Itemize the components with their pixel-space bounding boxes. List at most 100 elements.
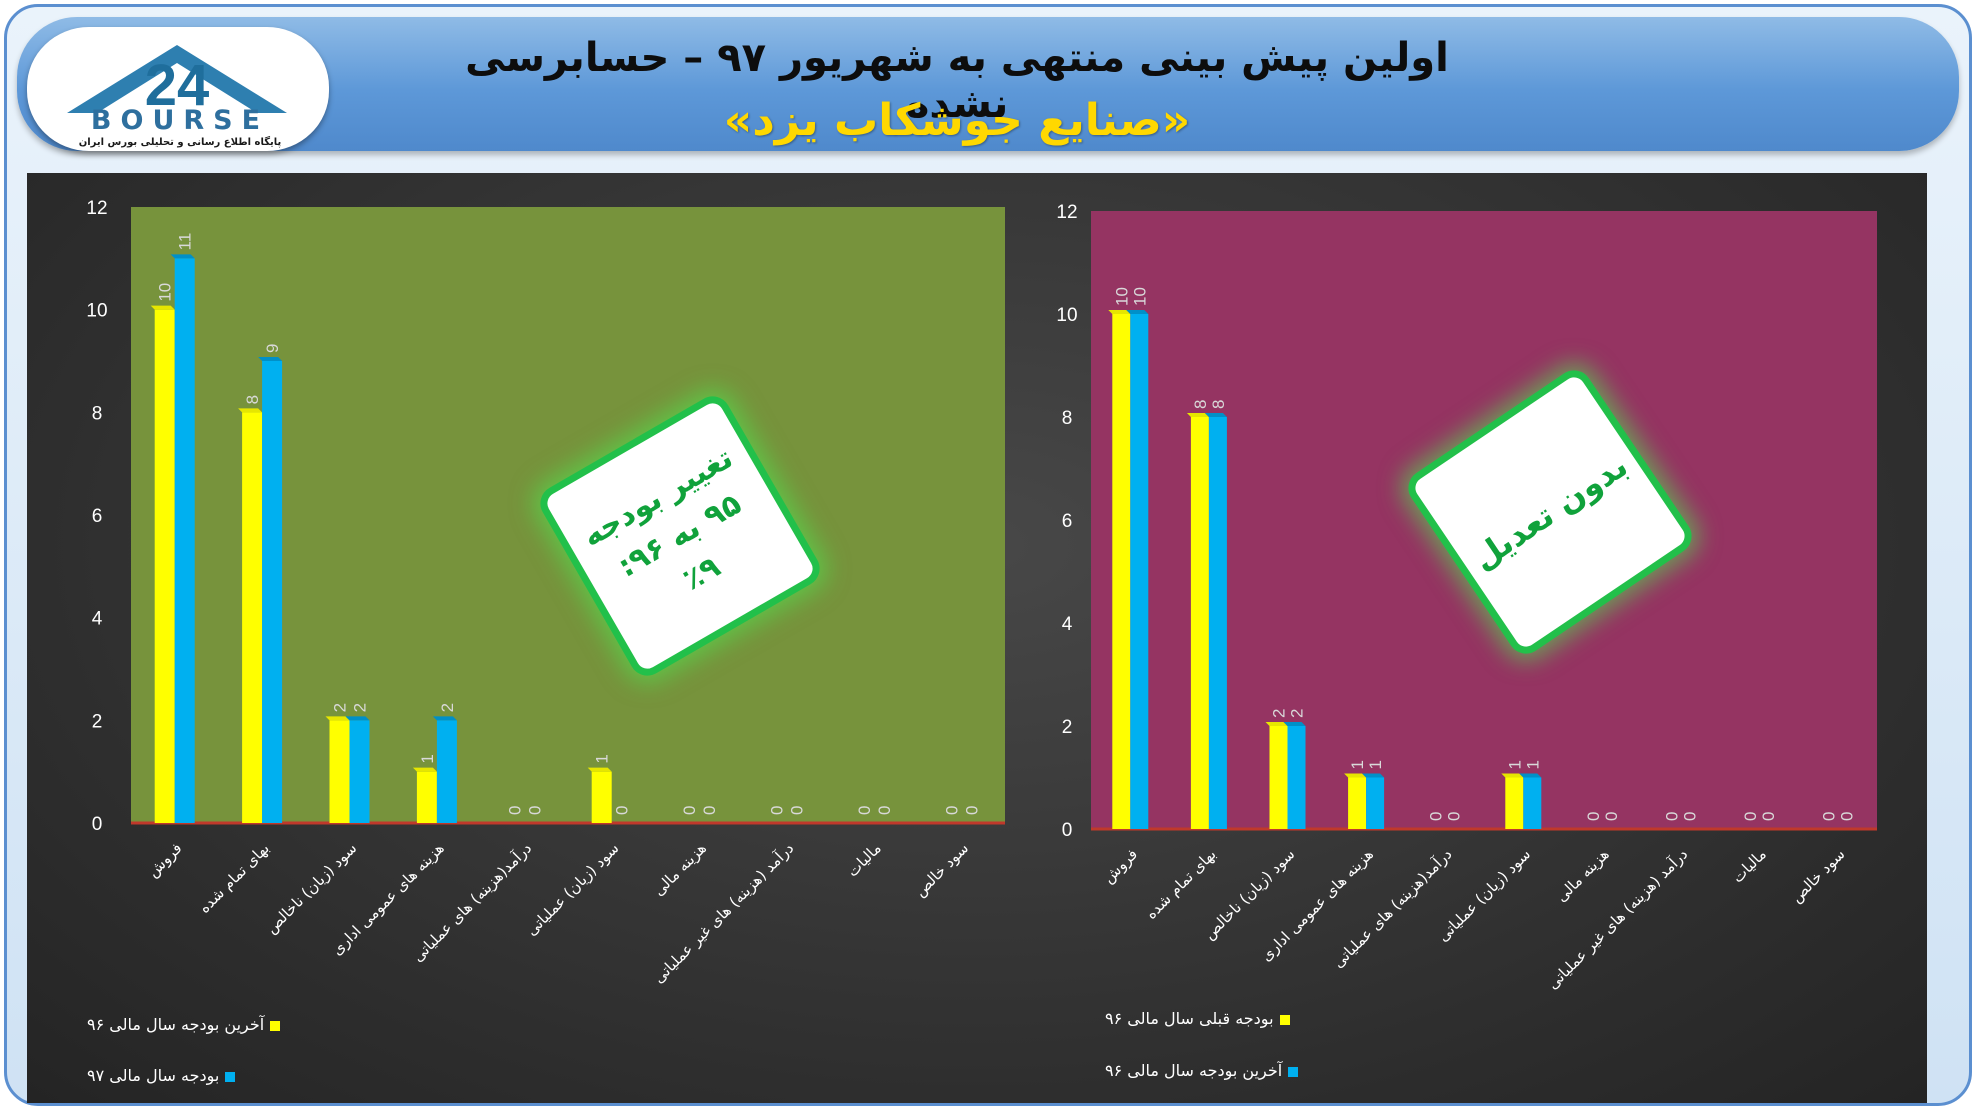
data-label: 10: [1130, 287, 1149, 306]
y-tick-label: 2: [1062, 717, 1073, 738]
legend-left-2: بودجه سال مالی ۹۷: [87, 1066, 236, 1085]
data-label: 0: [1427, 812, 1446, 821]
category-label: مالیات: [1729, 845, 1770, 886]
logo-wordmark: BOURSE: [90, 105, 270, 136]
data-label: 0: [1820, 812, 1839, 821]
bar: [1190, 417, 1209, 829]
data-label: 2: [1270, 709, 1289, 718]
bar-top: [1362, 773, 1385, 778]
company-title: «صنایع جوشکاب یزد»: [723, 95, 1191, 146]
data-label: 9: [263, 344, 282, 353]
legend-label: بودجه سال مالی ۹۷: [87, 1066, 220, 1085]
data-label: 0: [700, 806, 719, 815]
category-label: درآمد (هزینه) های غیر عملیاتی: [1544, 845, 1692, 993]
bar: [1366, 777, 1385, 829]
bar-top: [258, 357, 283, 361]
charts-panel: 0 2 4 6 8 10 12 10 11 فروش 8 9 بهای تمام شده 2 2 سود (ز…: [27, 173, 1927, 1103]
bar: [591, 771, 612, 823]
bar-top: [1344, 773, 1367, 778]
data-label: 0: [1681, 812, 1700, 821]
bar-top: [432, 716, 457, 721]
data-label: 0: [525, 806, 544, 815]
bar-top: [325, 716, 350, 721]
data-label: 0: [1602, 812, 1621, 821]
legend-swatch-yellow: [270, 1020, 281, 1031]
y-tick-label: 12: [1056, 202, 1077, 223]
bar-top: [1283, 722, 1306, 726]
data-label: 0: [613, 806, 632, 815]
y-tick-label: 10: [1056, 305, 1077, 326]
bar-top: [412, 767, 437, 772]
data-label: 0: [942, 806, 961, 815]
legend-left-1: آخرین بودجه سال مالی ۹۶: [87, 1015, 281, 1034]
category-label: مالیات: [843, 839, 884, 880]
y-tick-label: 12: [86, 198, 107, 219]
y-tick-label: 6: [1062, 511, 1073, 532]
bar: [242, 412, 263, 823]
data-label: 10: [1112, 287, 1131, 306]
bar-top: [1108, 310, 1131, 314]
legend-label: بودجه قبلی سال مالی ۹۶: [1105, 1009, 1274, 1028]
data-label: 0: [505, 806, 524, 815]
bar-top: [1126, 310, 1149, 314]
legend-label: آخرین بودجه سال مالی ۹۶: [1105, 1061, 1283, 1080]
y-tick-label: 4: [92, 609, 103, 630]
category-label: سود (زیان) عملیاتی: [522, 839, 622, 939]
logo-mark-icon: 24: [67, 45, 287, 118]
bar-top: [1519, 773, 1542, 778]
bar: [1130, 314, 1149, 829]
data-label: 10: [156, 283, 175, 302]
bar: [1112, 314, 1131, 829]
slide-frame: اولین پیش بینی منتهی به شهریور ۹۷ – حساب…: [4, 4, 1972, 1106]
data-label: 0: [768, 806, 787, 815]
data-label: 0: [1838, 812, 1857, 821]
data-label: 2: [1288, 709, 1307, 718]
category-label: سود خالص: [1787, 845, 1848, 906]
bar-top: [1501, 773, 1524, 778]
data-label: 2: [351, 703, 370, 712]
bar: [416, 771, 437, 823]
bar: [1523, 777, 1542, 829]
data-label: 0: [962, 806, 981, 815]
data-label: 1: [418, 754, 437, 763]
y-tick-label: 4: [1062, 614, 1073, 635]
data-label: 2: [438, 703, 457, 712]
bar: [154, 309, 175, 823]
category-label: درآمد (هزینه) های غیر عملیاتی: [650, 839, 798, 987]
bar: [1348, 777, 1367, 829]
bar: [436, 720, 457, 823]
bar-top: [238, 408, 263, 413]
data-label: 0: [1584, 812, 1603, 821]
page-title: اولین پیش بینی منتهی به شهریور ۹۷ – حساب…: [465, 35, 1449, 127]
category-label: هزینه مالی: [1552, 845, 1612, 905]
category-label: بهای تمام شده: [195, 839, 273, 917]
category-label: بهای تمام شده: [1142, 845, 1220, 923]
bar-top: [1186, 413, 1209, 417]
data-label: 2: [331, 703, 350, 712]
logo-tagline: پایگاه اطلاع رسانی و تحلیلی بورس ایران: [78, 137, 282, 148]
logo-mark-text: 24: [145, 53, 210, 118]
data-label: 8: [1191, 400, 1210, 409]
legend-swatch-yellow: [1279, 1014, 1290, 1025]
y-tick-label: 2: [92, 711, 103, 732]
y-tick-label: 6: [92, 506, 103, 527]
data-label: 0: [1759, 812, 1778, 821]
bar-top: [345, 716, 370, 721]
bar: [1269, 726, 1288, 829]
bar-top: [150, 305, 175, 310]
data-label: 8: [243, 395, 262, 404]
category-label: فروش: [144, 839, 186, 881]
bar: [1287, 726, 1306, 829]
legend-swatch-blue: [1288, 1066, 1299, 1077]
bar: [349, 720, 370, 823]
data-label: 1: [593, 754, 612, 763]
category-label: فروش: [1099, 845, 1141, 887]
bourse24-logo: 24 BOURSE پایگاه اطلاع رسانی و تحلیلی بو…: [27, 27, 329, 151]
data-label: 0: [788, 806, 807, 815]
y-tick-label: 0: [92, 814, 103, 835]
data-label: 1: [1505, 760, 1524, 769]
data-label: 0: [1741, 812, 1760, 821]
data-label: 0: [855, 806, 874, 815]
